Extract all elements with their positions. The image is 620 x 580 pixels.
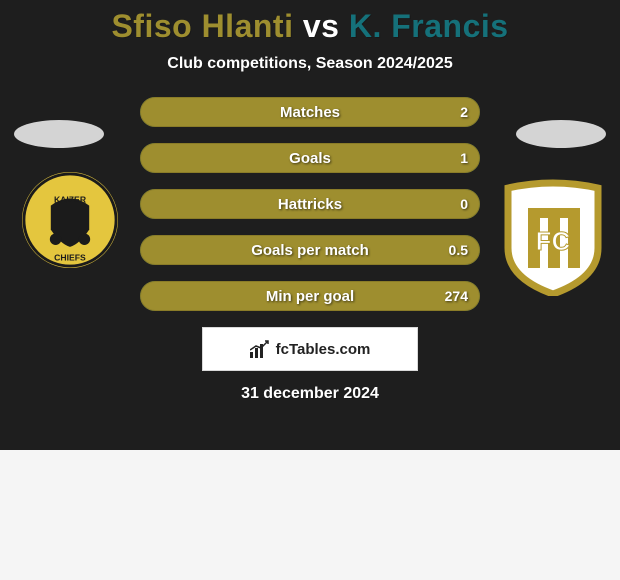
stat-label: Min per goal (266, 288, 354, 305)
svg-text:CHIEFS: CHIEFS (54, 252, 86, 262)
svg-text:KAIZER: KAIZER (54, 195, 87, 205)
fc-shield-icon: FC (498, 178, 608, 296)
branding-box: fcTables.com (202, 327, 418, 371)
player1-photo (14, 120, 104, 148)
player1-club-badge: KAIZER CHIEFS (22, 172, 118, 268)
vs-text: vs (303, 8, 340, 44)
date-line: 31 december 2024 (0, 385, 620, 403)
stats-bars: Matches 2 Goals 1 Hattricks 0 Goals per match 0… (140, 97, 480, 311)
stat-value-right: 1 (460, 150, 468, 166)
svg-text:FC: FC (536, 226, 571, 256)
player1-name: Sfiso Hlanti (111, 8, 293, 44)
stat-label: Hattricks (278, 196, 342, 213)
comparison-card: Sfiso Hlanti vs K. Francis Club competit… (0, 0, 620, 450)
chart-icon (250, 340, 270, 358)
stat-row: Goals per match 0.5 (140, 235, 480, 265)
stat-label: Goals (289, 150, 331, 167)
page-title: Sfiso Hlanti vs K. Francis (0, 0, 620, 45)
kaizer-chiefs-icon: KAIZER CHIEFS (22, 172, 118, 268)
player2-photo (516, 120, 606, 148)
stat-value-right: 0 (460, 196, 468, 212)
stat-label: Goals per match (251, 242, 369, 259)
stat-value-right: 274 (445, 288, 468, 304)
stat-row: Min per goal 274 (140, 281, 480, 311)
branding-text: fcTables.com (276, 341, 371, 358)
stat-label: Matches (280, 104, 340, 121)
player2-club-badge: FC (498, 178, 608, 296)
stat-row: Matches 2 (140, 97, 480, 127)
stat-value-right: 2 (460, 104, 468, 120)
subtitle: Club competitions, Season 2024/2025 (0, 55, 620, 73)
stat-row: Goals 1 (140, 143, 480, 173)
player2-name: K. Francis (349, 8, 509, 44)
stat-value-right: 0.5 (449, 242, 468, 258)
stat-row: Hattricks 0 (140, 189, 480, 219)
